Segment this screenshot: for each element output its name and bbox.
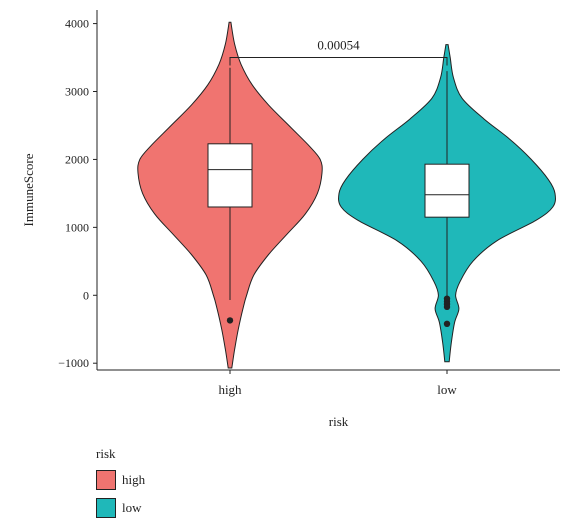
legend-swatch-high [96,470,116,490]
y-tick-label: 0 [83,288,89,302]
legend-swatch-low [96,498,116,518]
y-axis-label: ImmuneScore [21,153,36,226]
y-tick-label: 3000 [65,85,89,99]
p-value-label: 0.00054 [317,38,360,53]
x-axis-label: risk [329,414,349,429]
box-low [424,163,470,218]
y-tick-label: 2000 [65,152,89,166]
y-tick-label: −1000 [58,356,89,370]
legend-item-low: low [96,496,145,520]
y-tick-label: 1000 [65,220,89,234]
y-tick-label: 4000 [65,17,89,31]
legend-item-high: high [96,468,145,492]
x-tick-label: low [437,382,457,397]
legend-label-low: low [122,500,142,515]
significance-bracket [229,57,448,66]
outlier-point-high [226,317,234,324]
plot-area: −1000 0 1000 2000 3000 4000 high low risk ImmuneS… [21,10,560,429]
legend: risk high low [96,446,145,524]
legend-label-high: high [122,472,146,487]
x-tick-label: high [218,382,242,397]
legend-title: risk [96,446,116,461]
outlier-point-low [443,303,451,311]
box-high [207,143,253,208]
outlier-point-low [443,320,451,328]
